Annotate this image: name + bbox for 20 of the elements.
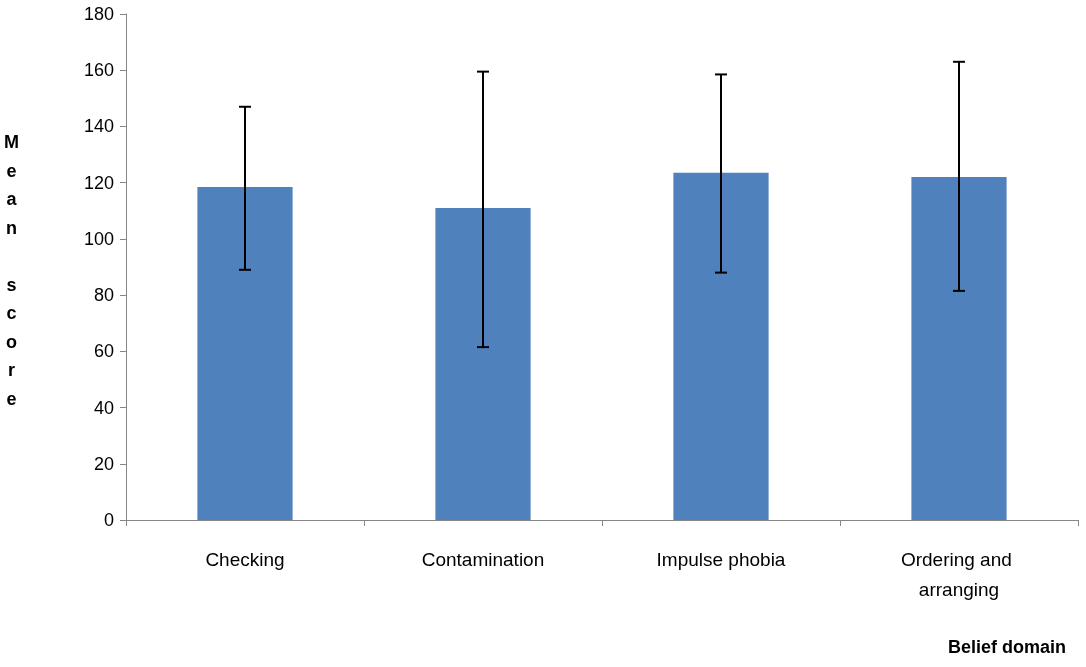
x-tick-label: Impulse phobia <box>656 548 786 570</box>
y-tick-label: 100 <box>83 228 114 249</box>
y-tick-label: 120 <box>83 172 114 193</box>
text: Mean score <box>4 132 19 409</box>
x-tick-label: Checking <box>205 548 285 570</box>
x-tick-label: Ordering and arranging <box>900 548 1018 600</box>
y-tick-label: 180 <box>83 4 114 24</box>
y-tick-label: 160 <box>83 60 114 81</box>
y-tick-label: 40 <box>93 397 114 418</box>
y-tick-label: 0 <box>103 510 114 530</box>
x-tick-label: Contamination <box>421 548 545 570</box>
bar <box>197 186 293 520</box>
x-axis-title: Belief domain <box>947 637 1067 657</box>
bar <box>911 177 1007 520</box>
bar <box>435 207 531 520</box>
y-tick-label: 60 <box>93 341 114 362</box>
y-tick-label: 140 <box>83 116 114 137</box>
y-tick-label: 80 <box>93 285 114 306</box>
bar <box>673 172 769 520</box>
y-tick-label: 20 <box>93 453 114 474</box>
